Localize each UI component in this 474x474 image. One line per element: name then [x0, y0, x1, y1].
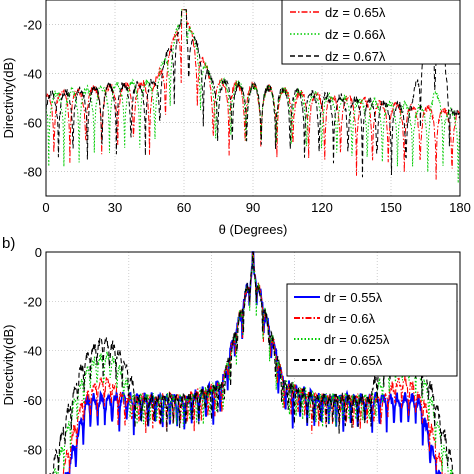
ticks-b: 0 -20 -40 -60 -80 [23, 245, 42, 457]
series-line-a-0 [45, 9, 461, 180]
x-tick-label-a: 60 [177, 200, 191, 215]
series-line-b-1 [62, 251, 446, 474]
y-tick-label-b: -60 [23, 393, 42, 408]
legend-label-b-2: dr = 0.625λ [324, 332, 390, 347]
y-tick-label-a: -20 [23, 18, 42, 33]
legend-a: dz = 0.65λ dz = 0.66λ dz = 0.67λ [281, 0, 461, 65]
legend-box-b [286, 283, 458, 377]
series-line-a-1 [45, 9, 461, 184]
y-tick-label-b: -40 [23, 344, 42, 359]
chart-panel-a: 0 30 60 90 120 150 180 -20 -40 -60 -80 Directivity… [1, 0, 471, 237]
x-tick-label-a: 150 [380, 200, 402, 215]
series-group-a [45, 9, 461, 184]
legend-entries-a: dz = 0.65λ dz = 0.66λ dz = 0.67λ [290, 5, 386, 64]
x-tick-label-a: 30 [108, 200, 122, 215]
y-axis-label-b: Directivity(dB) [1, 325, 16, 406]
plot-frame-b [45, 251, 461, 474]
x-tick-label-a: 120 [311, 200, 333, 215]
legend-label-a-1: dz = 0.66λ [325, 27, 386, 42]
panel-label-b: b) [2, 235, 15, 252]
y-tick-label-a: -80 [23, 165, 42, 180]
plot-frame-a [45, 0, 461, 197]
chart-panel-b: b) 0 -20 -40 -60 -80 Directivity(dB) dr = 0.… [1, 235, 461, 474]
legend-box-a [281, 0, 461, 65]
y-tick-label-b: -20 [23, 294, 42, 309]
legend-label-a-2: dz = 0.67λ [325, 49, 386, 64]
x-tick-label-a: 0 [42, 200, 49, 215]
x-tick-label-a: 90 [246, 200, 260, 215]
y-tick-label-a: -60 [23, 116, 42, 131]
legend-label-b-1: dr = 0.6λ [324, 311, 375, 326]
y-tick-label-a: -40 [23, 67, 42, 82]
legend-entries-b: dr = 0.55λ dr = 0.6λ dr = 0.625λ dr = 0.65λ [294, 290, 390, 368]
y-tick-label-b: 0 [35, 245, 42, 260]
y-tick-label-b: -80 [23, 442, 42, 457]
y-axis-label-a: Directivity(dB) [1, 58, 16, 139]
legend-label-b-3: dr = 0.65λ [324, 353, 383, 368]
x-axis-label-a: θ (Degrees) [219, 222, 288, 237]
x-tick-label-a: 180 [449, 200, 471, 215]
series-line-a-2 [45, 9, 461, 178]
legend-b: dr = 0.55λ dr = 0.6λ dr = 0.625λ dr = 0.65λ [286, 283, 458, 377]
ticks-a: 0 30 60 90 120 150 180 -20 -40 -60 -80 [23, 18, 471, 216]
legend-label-b-0: dr = 0.55λ [324, 290, 383, 305]
legend-label-a-0: dz = 0.65λ [325, 5, 386, 20]
